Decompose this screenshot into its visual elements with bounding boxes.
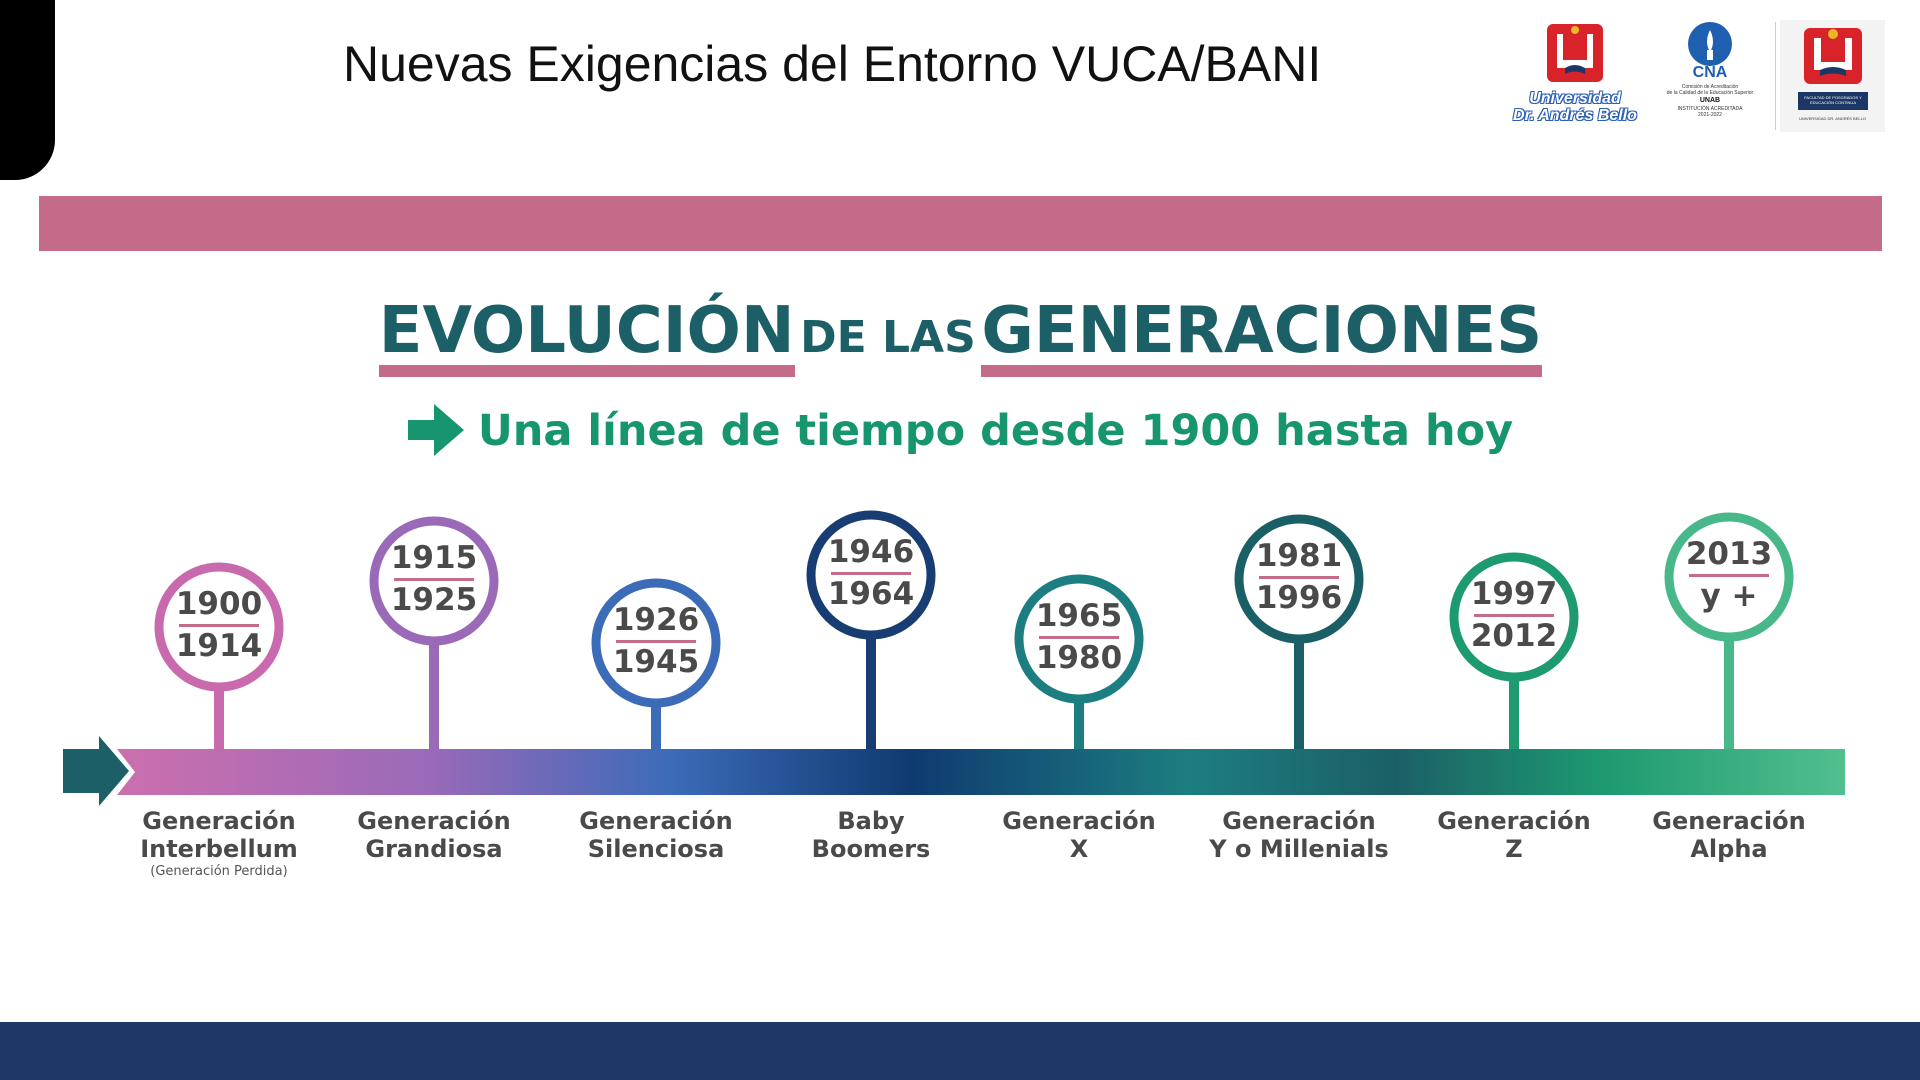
generation-name: Generación Interbellum (Generación Perdida… [124, 807, 314, 881]
footer-band [0, 1022, 1920, 1080]
year-divider [831, 572, 911, 575]
logo-divider [1775, 22, 1776, 130]
generation-start-year: 1915 [390, 540, 478, 576]
timeline-bar [117, 749, 1845, 795]
generation-name: Generación Y o Millenials [1209, 807, 1389, 863]
year-divider [616, 640, 696, 643]
generation-stem [429, 641, 439, 749]
generation-end-year: 1945 [612, 644, 700, 680]
infographic-subheading: Una línea de tiempo desde 1900 hasta hoy [39, 401, 1882, 461]
cna-line3: UNAB [1699, 97, 1721, 104]
generation-end-year: 1925 [390, 582, 478, 618]
generation-circle [806, 510, 936, 640]
cna-torch-icon [1688, 22, 1732, 66]
generation-circle [1014, 574, 1144, 704]
infographic-heading: EVOLUCIÓN DE LAS GENERACIONES [39, 291, 1882, 387]
cna-line1: Comisión de Acreditación [1681, 84, 1739, 90]
generation-start-year: 1900 [175, 586, 263, 622]
unab-logo: Universidad Dr. Andrés Bello [1505, 20, 1645, 132]
generation-circle [154, 562, 284, 692]
generation-circle [591, 578, 721, 708]
generation-start-year: 2013 [1685, 536, 1773, 572]
generation-circle [369, 516, 499, 646]
generation-circle [1664, 512, 1794, 642]
timeline-graphic [63, 510, 1845, 806]
generation-name: Generación Z [1437, 807, 1591, 863]
generation-end-year: 1914 [175, 628, 263, 664]
facultad-band: FACULTAD DE POSGRADOS Y EDUCACIÓN CONTIN… [1798, 92, 1868, 110]
year-divider [1474, 614, 1554, 617]
generation-stem [651, 703, 661, 749]
generation-circle [1449, 552, 1579, 682]
generation-name: Generación X [1002, 807, 1156, 863]
timeline-start-arrow [63, 736, 129, 806]
generation-circle [1234, 514, 1364, 644]
generation-name: Generación Grandiosa [357, 807, 511, 863]
generation-name: Baby Boomers [811, 807, 931, 863]
generation-start-year: 1946 [827, 534, 915, 570]
generation-start-year: 1965 [1035, 598, 1123, 634]
facultad-foot: UNIVERSIDAD DR. ANDRÉS BELLO [1799, 116, 1866, 121]
generation-stem [1294, 639, 1304, 749]
generation-note: (Generación Perdida) [150, 864, 288, 879]
generation-end-year: 1980 [1035, 640, 1123, 676]
facultad-logo: FACULTAD DE POSGRADOS Y EDUCACIÓN CONTIN… [1780, 20, 1885, 132]
slide-title: Nuevas Exigencias del Entorno VUCA/BANI [343, 36, 1322, 92]
generation-end-year: 1964 [827, 576, 915, 612]
cna-line2: de la Calidad de la Educación Superior [1666, 90, 1754, 96]
year-divider [1259, 576, 1339, 579]
generation-start-year: 1981 [1255, 538, 1343, 574]
generation-name: Generación Silenciosa [579, 807, 733, 863]
generation-stem [1724, 637, 1734, 749]
year-divider [394, 578, 474, 581]
unab-shield-icon [1547, 24, 1603, 82]
heading-part3: GENERACIONES [981, 291, 1543, 377]
year-divider [179, 624, 259, 627]
corner-tab [0, 0, 55, 180]
pink-band [39, 196, 1882, 251]
heading-part1: EVOLUCIÓN [378, 291, 795, 377]
unab-line1: Universidad [1529, 90, 1621, 107]
year-divider [1039, 636, 1119, 639]
generation-end-year: y + [1700, 578, 1758, 614]
cna-mark: CNA [1692, 64, 1728, 81]
cna-logo: CNA Comisión de Acreditación de la Calid… [1660, 20, 1760, 132]
year-divider [1689, 574, 1769, 577]
generation-start-year: 1997 [1470, 576, 1558, 612]
logos: Universidad Dr. Andrés Bello CNA Comisió… [1505, 20, 1885, 132]
generation-stem [866, 635, 876, 749]
generation-stem [1509, 677, 1519, 749]
generation-stem [1074, 699, 1084, 749]
arrow-right-icon [407, 403, 464, 456]
unab-line2: Dr. Andrés Bello [1513, 107, 1637, 124]
cna-line4: INSTITUCIÓN ACREDITADA [1677, 106, 1743, 112]
generation-name: Generación Alpha [1652, 807, 1806, 863]
generations-infographic: EVOLUCIÓN DE LAS GENERACIONES Una línea … [39, 251, 1882, 951]
heading-part2: DE LAS [800, 312, 976, 363]
generation-end-year: 2012 [1470, 618, 1558, 654]
generation-end-year: 1996 [1255, 580, 1343, 616]
generation-start-year: 1926 [612, 602, 700, 638]
generation-stem [214, 687, 224, 749]
facultad-shield-icon [1804, 28, 1862, 84]
cna-line5: 2021-2022 [1698, 112, 1722, 118]
